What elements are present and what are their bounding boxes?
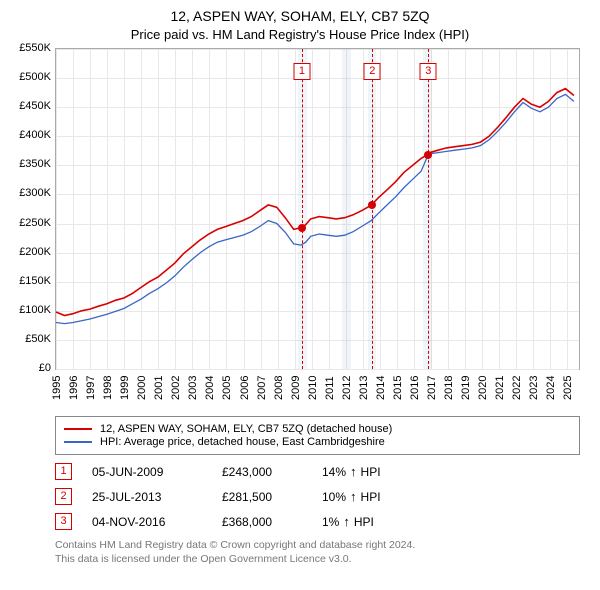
legend: 12, ASPEN WAY, SOHAM, ELY, CB7 5ZQ (deta… — [55, 416, 580, 455]
legend-swatch — [64, 428, 92, 430]
x-tick-label: 2007 — [256, 376, 268, 400]
x-tick-label: 2010 — [307, 376, 319, 400]
x-tick-label: 1997 — [85, 376, 97, 400]
x-tick-label: 2017 — [426, 376, 438, 400]
y-tick-label: £300K — [19, 187, 51, 199]
arrow-up-icon: ↑ — [350, 490, 357, 503]
footer-line-1: Contains HM Land Registry data © Crown c… — [55, 538, 580, 552]
x-tick-label: 2003 — [187, 376, 199, 400]
transaction-marker: 1 — [55, 463, 72, 480]
x-tick-label: 2024 — [545, 376, 557, 400]
x-tick-label: 2020 — [477, 376, 489, 400]
x-tick-label: 1996 — [68, 376, 80, 400]
x-tick-label: 2018 — [443, 376, 455, 400]
x-tick-label: 2014 — [375, 376, 387, 400]
transaction-marker: 2 — [55, 488, 72, 505]
chart-plot: 123 — [55, 48, 580, 370]
transaction-vs-hpi: 1% ↑ HPI — [322, 515, 432, 529]
sale-dot — [298, 224, 306, 232]
x-tick-label: 2019 — [460, 376, 472, 400]
sale-dot — [424, 151, 432, 159]
legend-item: 12, ASPEN WAY, SOHAM, ELY, CB7 5ZQ (deta… — [64, 423, 571, 435]
x-tick-label: 2006 — [239, 376, 251, 400]
chart-lines — [56, 49, 579, 369]
x-tick-label: 2016 — [409, 376, 421, 400]
transaction-suffix: HPI — [361, 490, 381, 504]
transaction-price: £243,000 — [222, 465, 302, 479]
x-tick-label: 2008 — [273, 376, 285, 400]
x-tick-label: 1999 — [119, 376, 131, 400]
x-tick-label: 2011 — [324, 376, 336, 400]
transaction-vs-hpi: 10% ↑ HPI — [322, 490, 432, 504]
x-tick-label: 2004 — [204, 376, 216, 400]
y-tick-label: £250K — [19, 217, 51, 229]
y-tick-label: £500K — [19, 71, 51, 83]
transaction-row: 1 05-JUN-2009 £243,000 14% ↑ HPI — [55, 463, 580, 480]
transaction-date: 25-JUL-2013 — [92, 490, 202, 504]
transaction-date: 04-NOV-2016 — [92, 515, 202, 529]
x-tick-label: 2009 — [290, 376, 302, 400]
arrow-up-icon: ↑ — [350, 465, 357, 478]
page-root: 12, ASPEN WAY, SOHAM, ELY, CB7 5ZQ Price… — [0, 0, 600, 590]
y-tick-label: £100K — [19, 304, 51, 316]
transaction-pct-value: 1% — [322, 515, 339, 529]
x-tick-label: 1995 — [51, 376, 63, 400]
transaction-suffix: HPI — [354, 515, 374, 529]
y-tick-label: £50K — [25, 333, 51, 345]
page-title: 12, ASPEN WAY, SOHAM, ELY, CB7 5ZQ — [10, 8, 590, 24]
x-tick-label: 1998 — [102, 376, 114, 400]
chart-area: £0 £50K £100K £150K £200K £250K £300K £350K £400… — [10, 48, 590, 410]
transaction-pct-value: 14% — [322, 465, 346, 479]
y-axis: £0£50K£100K£150K£200K£250K£300K£350K£400… — [10, 48, 55, 368]
y-tick-label: £350K — [19, 158, 51, 170]
x-tick-label: 2021 — [494, 376, 506, 400]
arrow-up-icon: ↑ — [343, 515, 350, 528]
legend-swatch — [64, 441, 92, 443]
x-tick-label: 2025 — [562, 376, 574, 400]
x-axis: 1995199619971998199920002001200220032004… — [55, 370, 580, 410]
transaction-date: 05-JUN-2009 — [92, 465, 202, 479]
y-tick-label: £150K — [19, 275, 51, 287]
x-tick-label: 2002 — [170, 376, 182, 400]
x-tick-label: 2013 — [358, 376, 370, 400]
x-tick-label: 2000 — [136, 376, 148, 400]
x-tick-label: 2001 — [153, 376, 165, 400]
legend-label: HPI: Average price, detached house, East… — [100, 436, 385, 448]
y-tick-label: £450K — [19, 100, 51, 112]
y-tick-label: £0 — [39, 362, 51, 374]
transaction-row: 2 25-JUL-2013 £281,500 10% ↑ HPI — [55, 488, 580, 505]
legend-label: 12, ASPEN WAY, SOHAM, ELY, CB7 5ZQ (deta… — [100, 423, 392, 435]
footer-attribution: Contains HM Land Registry data © Crown c… — [55, 538, 580, 566]
x-tick-label: 2022 — [511, 376, 523, 400]
sale-dot — [368, 201, 376, 209]
series-line-property — [56, 89, 574, 316]
y-tick-label: £400K — [19, 129, 51, 141]
transaction-vs-hpi: 14% ↑ HPI — [322, 465, 432, 479]
y-tick-label: £200K — [19, 246, 51, 258]
transaction-row: 3 04-NOV-2016 £368,000 1% ↑ HPI — [55, 513, 580, 530]
y-tick-label: £550K — [19, 42, 51, 54]
legend-item: HPI: Average price, detached house, East… — [64, 436, 571, 448]
transaction-pct-value: 10% — [322, 490, 346, 504]
footer-line-2: This data is licensed under the Open Gov… — [55, 552, 580, 566]
page-subtitle: Price paid vs. HM Land Registry's House … — [10, 27, 590, 42]
transaction-marker: 3 — [55, 513, 72, 530]
transaction-price: £281,500 — [222, 490, 302, 504]
transactions-table: 1 05-JUN-2009 £243,000 14% ↑ HPI 2 25-JUL-2013 £… — [55, 463, 580, 530]
x-tick-label: 2005 — [221, 376, 233, 400]
transaction-price: £368,000 — [222, 515, 302, 529]
x-tick-label: 2015 — [392, 376, 404, 400]
x-tick-label: 2023 — [528, 376, 540, 400]
x-tick-label: 2012 — [341, 376, 353, 400]
transaction-suffix: HPI — [361, 465, 381, 479]
